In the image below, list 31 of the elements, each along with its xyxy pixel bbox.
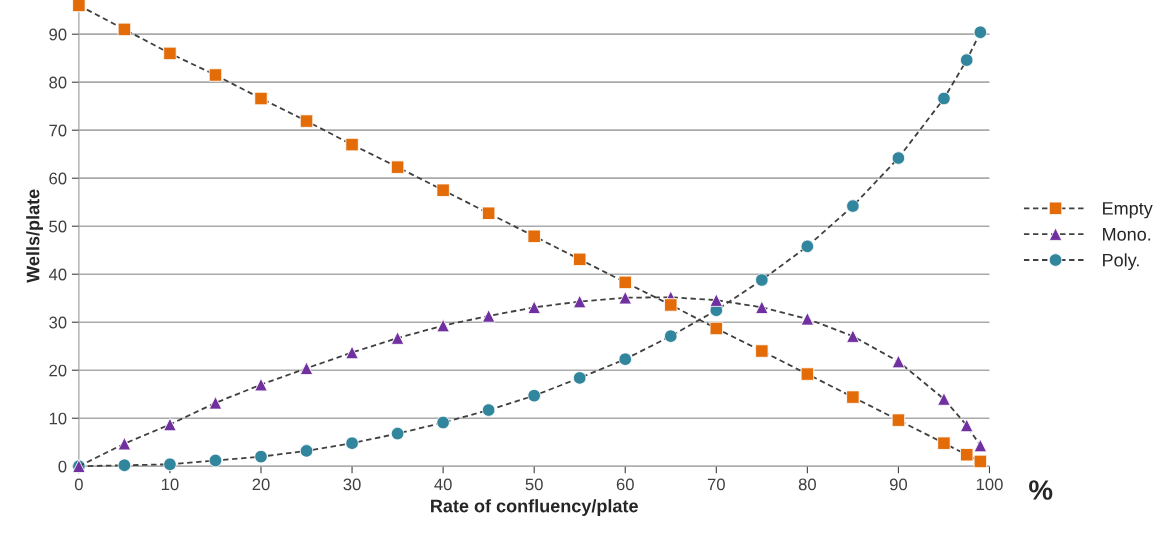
x-tick-label: 100 xyxy=(976,478,1003,491)
y-tick-label: 50 xyxy=(49,220,67,233)
y-tick-label: 90 xyxy=(49,28,67,41)
legend-label: Empty xyxy=(1103,202,1153,219)
point xyxy=(960,448,974,462)
y-tick-label: 40 xyxy=(48,268,67,281)
y-axis-title: Wells/plate xyxy=(26,189,43,283)
x-tick-label: 90 xyxy=(889,478,908,491)
legend-label: Poly. xyxy=(1103,253,1139,271)
y-tick-label: 0 xyxy=(58,460,67,473)
y-tick-label: 10 xyxy=(49,412,67,425)
y-tick-label: 20 xyxy=(49,364,67,377)
legend-label: Mono. xyxy=(1103,228,1151,241)
point xyxy=(709,321,723,336)
x-tick-label: 20 xyxy=(252,478,270,491)
point xyxy=(573,252,587,266)
point xyxy=(117,22,132,37)
y-tick-label: 60 xyxy=(49,172,67,185)
x-tick-label: 50 xyxy=(525,478,543,491)
y-tick-label: 80 xyxy=(49,76,67,89)
annotation: % xyxy=(1029,480,1053,500)
x-axis-title: Rate of confluency/plate xyxy=(431,499,638,516)
y-tick-label: 30 xyxy=(49,316,67,329)
x-tick-label: 30 xyxy=(343,478,361,491)
x-tick-label: 70 xyxy=(707,478,725,491)
x-tick-label: 60 xyxy=(616,478,634,491)
x-tick-label: 0 xyxy=(74,478,83,491)
x-tick-label: 10 xyxy=(161,478,179,491)
x-tick-label: 80 xyxy=(798,478,816,491)
y-tick-label: 70 xyxy=(49,124,67,137)
x-tick-label: 40 xyxy=(434,478,452,491)
